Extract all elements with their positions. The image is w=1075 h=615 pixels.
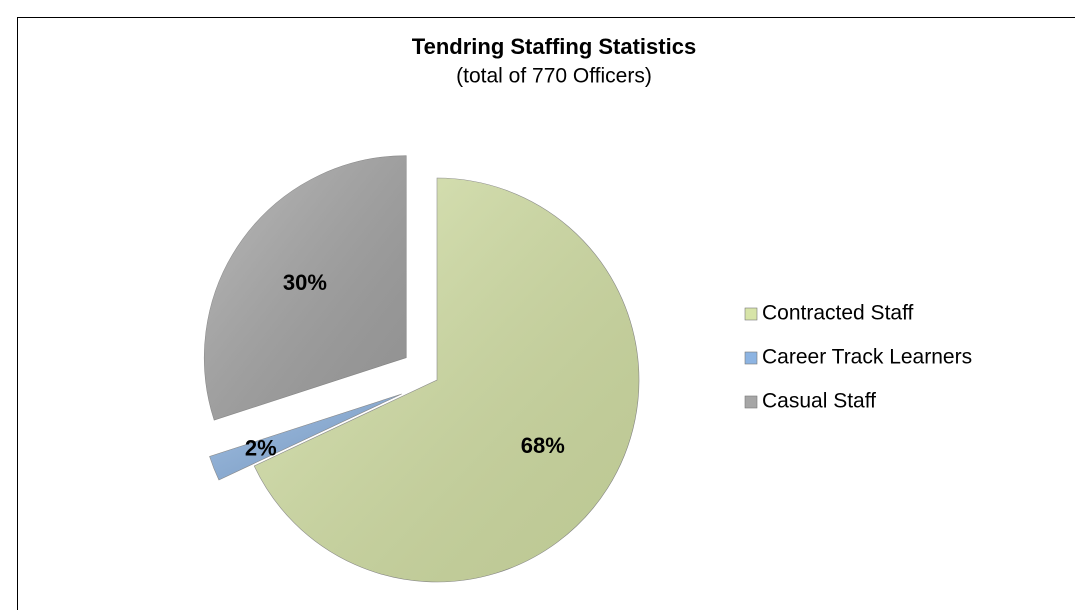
legend-swatch xyxy=(745,308,757,320)
data-label: 2% xyxy=(245,436,277,461)
legend-label: Casual Staff xyxy=(762,390,876,413)
data-label: 68% xyxy=(521,433,565,458)
legend-label: Career Track Learners xyxy=(762,346,972,369)
chart-title: Tendring Staffing Statistics xyxy=(412,34,696,59)
legend-label: Contracted Staff xyxy=(762,302,914,325)
legend-swatch xyxy=(745,396,757,408)
chart-subtitle: (total of 770 Officers) xyxy=(456,65,652,88)
data-label: 30% xyxy=(283,270,327,295)
legend-swatch xyxy=(745,352,757,364)
